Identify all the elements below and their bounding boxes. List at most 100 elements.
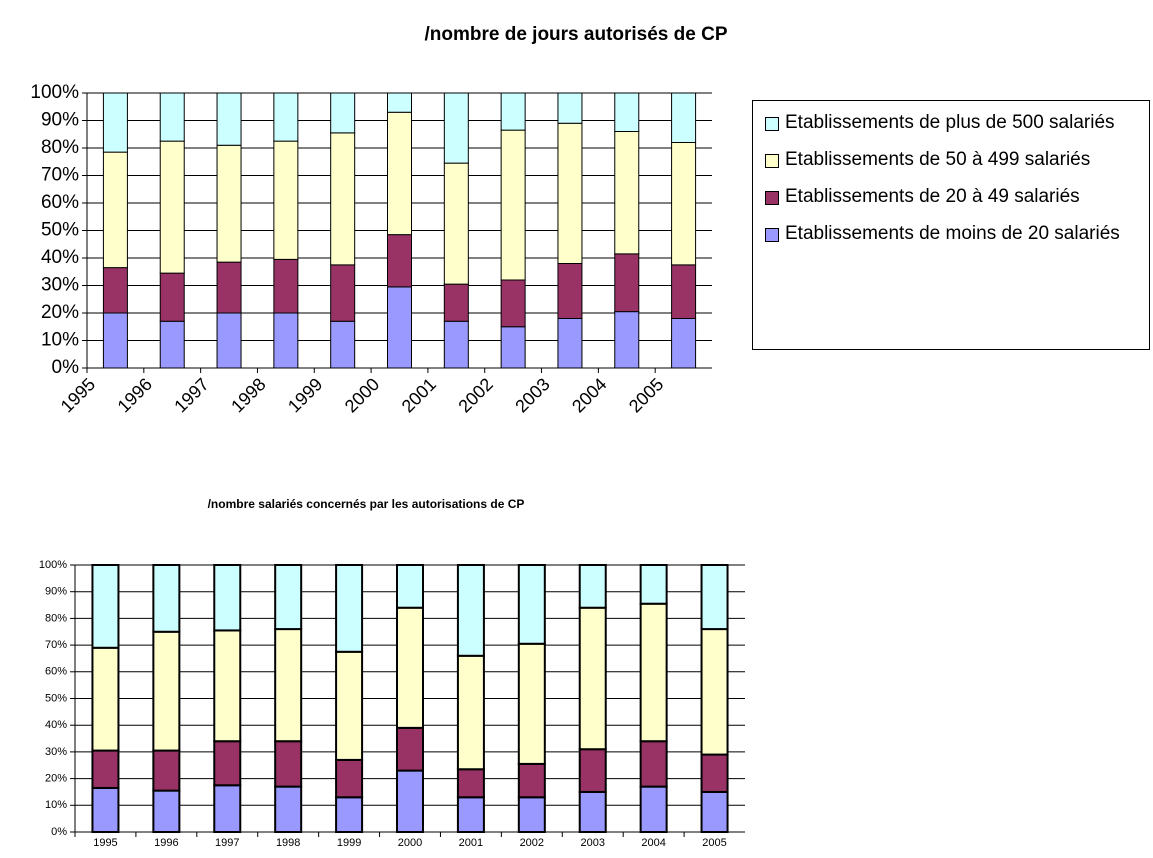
x-tick-label: 2001 [398,374,440,416]
bar-segment [152,630,181,752]
legend-entry: Etablissements de 20 à 49 salariés [759,185,1143,209]
y-tick-label: 50% [41,220,79,241]
legend-swatch [765,154,779,168]
bar-segment [671,92,697,143]
y-tick-label: 70% [45,639,67,651]
bar-segment [396,564,424,609]
bar-segment [387,234,412,288]
bar-segment [456,654,485,771]
bar-segment [335,796,364,833]
bar-segment [578,790,607,834]
y-tick-label: 90% [45,586,67,598]
bar-segment [614,311,640,369]
y-tick-label: 70% [41,165,79,186]
legend-label: Etablissements de plus de 500 salariés [785,112,1115,133]
y-tick-label: 30% [41,275,79,296]
legend-entry: Etablissements de moins de 20 salariés [759,222,1143,246]
legend-swatch [765,117,779,131]
bar-segment [639,564,668,605]
bar-segment [700,564,729,631]
bar-segment [273,140,299,260]
bar-segment [216,312,242,369]
bar-segment [102,151,128,269]
x-tick-label: 1996 [114,374,156,416]
bar-segment [387,92,412,113]
y-tick-label: 80% [41,137,79,158]
bar-segment [500,129,526,281]
bar-segment [273,258,299,314]
bar-segment [700,628,729,756]
legend-entry: Etablissements de 50 à 499 salariés [759,148,1143,172]
bar-segment [500,279,526,328]
bar-segment [274,785,303,833]
y-tick-label: 20% [45,773,67,785]
bar-segment [578,564,607,609]
y-tick-label: 40% [41,247,79,268]
bar-segment [443,283,469,322]
x-tick-label: 1998 [276,837,300,849]
bar-segment [517,762,546,799]
bar-segment [159,140,185,274]
bar-segment [396,769,424,834]
bar-segment [335,564,364,653]
y-tick-label: 0% [52,357,80,378]
bar-segment [517,796,546,833]
bar-segment [213,629,242,743]
bar-segment [213,564,242,632]
x-tick-label: 1999 [337,837,361,849]
bar-segment [102,92,128,153]
y-tick-label: 40% [45,719,67,731]
bar-segment [396,606,424,729]
legend-swatch [765,191,779,205]
legend-label: Etablissements de 20 à 49 salariés [785,186,1080,207]
x-tick-label: 1997 [215,837,239,849]
x-tick-label: 2003 [580,837,604,849]
bar-segment [456,564,485,657]
bar-segment [216,261,242,314]
x-tick-label: 1999 [284,374,326,416]
bar-segment [387,111,412,236]
bar-segment [639,785,668,833]
y-tick-label: 20% [41,302,79,323]
y-tick-label: 10% [45,799,67,811]
x-tick-label: 2002 [520,837,544,849]
x-tick-label: 2000 [398,837,422,849]
x-tick-label: 2002 [454,374,496,416]
bar-segment [443,92,469,164]
legend-swatch [765,228,779,242]
bar-segment [91,786,120,834]
x-tick-label: 2004 [568,374,610,416]
chart-title: /nombre salariés concernés par les autor… [208,497,525,511]
bar-segment [91,564,120,649]
bar-segment [671,264,697,319]
bar-segment [91,646,120,752]
legend-entry: Etablissements de plus de 500 salariés [759,111,1143,135]
x-tick-label: 1997 [170,374,212,416]
bar-segment [102,312,128,369]
bar-segment [152,564,181,633]
bar-segment [102,267,128,314]
bar-segment [159,92,185,142]
bar-segment [614,131,640,255]
bar-segment [456,768,485,799]
bar-segment [639,740,668,788]
bar-segment [557,263,583,319]
x-tick-label: 2004 [641,837,665,849]
x-tick-label: 2001 [459,837,483,849]
y-tick-label: 100% [30,82,79,103]
bar-segment [213,784,242,834]
bar-segment [671,142,697,266]
bar-segment [614,92,640,132]
bar-segment [152,789,181,833]
bar-segment [216,144,242,263]
x-tick-label: 2005 [702,837,726,849]
y-tick-label: 10% [41,330,79,351]
bar-segment [330,132,356,266]
y-tick-label: 0% [51,826,67,838]
bar-segment [517,564,546,645]
x-tick-label: 2005 [625,374,667,416]
x-tick-label: 1995 [57,374,99,416]
bar-segment [274,564,303,631]
legend-label: Etablissements de moins de 20 salariés [785,223,1120,244]
legend-label: Etablissements de 50 à 499 salariés [785,149,1091,170]
